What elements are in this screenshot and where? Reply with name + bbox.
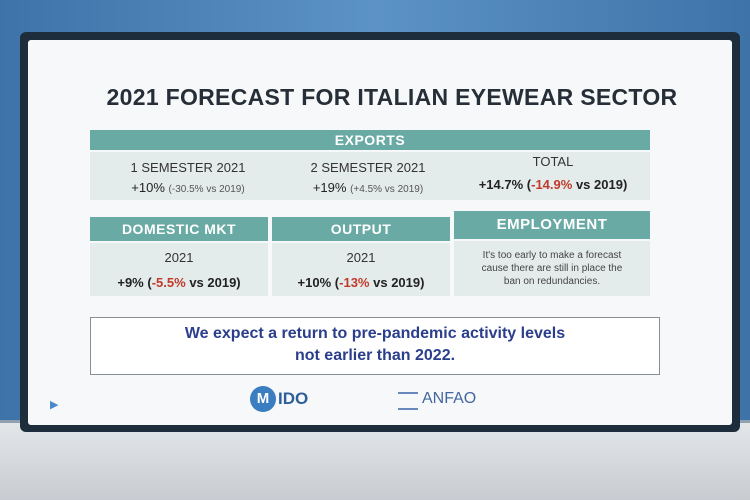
domestic-open: ( <box>147 275 152 290</box>
output-number: +10% <box>297 275 332 290</box>
domestic-header: DOMESTIC MKT <box>90 217 268 241</box>
exports-sem2-note: (+4.5% vs 2019) <box>350 184 424 195</box>
domestic-panel <box>90 243 268 296</box>
employment-note-line2: cause there are still in place the <box>481 263 623 274</box>
employment-note-line3: ban on redundancies. <box>503 276 601 287</box>
exports-sem1-number: +10% <box>131 180 165 195</box>
play-icon[interactable]: ▶ <box>50 399 59 411</box>
output-change: -13% <box>339 275 370 290</box>
expectation-line1: We expect a return to pre-pandemic activ… <box>184 325 566 342</box>
output-header-label: OUTPUT <box>330 221 392 237</box>
domestic-header-label: DOMESTIC MKT <box>121 221 237 237</box>
output-note: vs 2019) <box>373 275 425 290</box>
exports-sem2-label: 2 SEMESTER 2021 <box>310 160 426 175</box>
mido-logo-text: IDO <box>278 389 309 408</box>
expectation-line2: not earlier than 2022. <box>294 347 456 364</box>
anfao-logo-text: ANFAO <box>422 390 477 407</box>
presentation-slide: 2021 FORECAST FOR ITALIAN EYEWEAR SECTOR… <box>28 40 732 425</box>
exports-total-number: +14.7% <box>478 177 524 192</box>
employment-panel <box>454 241 650 296</box>
employment-header: EMPLOYMENT <box>454 211 650 239</box>
exports-sem1-note: (-30.5% vs 2019) <box>168 184 245 195</box>
domestic-note: vs 2019) <box>189 275 241 290</box>
anfao-logo: ANFAO <box>398 390 477 410</box>
output-open: ( <box>334 275 340 290</box>
exports-header-label: EXPORTS <box>334 132 406 148</box>
studio-floor <box>0 420 750 500</box>
domestic-value: +9% (-5.5% vs 2019) <box>90 275 268 290</box>
domestic-number: +9% <box>117 275 144 290</box>
exports-sem1-value: +10% (-30.5% vs 2019) <box>98 180 278 195</box>
exports-total-open: ( <box>526 177 532 192</box>
output-panel <box>272 243 450 296</box>
output-value: +10% (-13% vs 2019) <box>272 275 450 290</box>
exports-panel <box>90 152 650 200</box>
exports-sem1-label: 1 SEMESTER 2021 <box>130 160 246 175</box>
output-header: OUTPUT <box>272 217 450 241</box>
mido-logo-mark: M <box>250 386 276 412</box>
exports-sem2-value: +19% (+4.5% vs 2019) <box>278 180 458 195</box>
employment-header-label: EMPLOYMENT <box>496 216 608 233</box>
slide-title: 2021 FORECAST FOR ITALIAN EYEWEAR SECTOR <box>106 84 678 110</box>
anfao-logo-mark <box>398 390 420 410</box>
exports-total-value: +14.7% (-14.9% vs 2019) <box>458 177 648 192</box>
exports-total-change: -14.9% <box>531 177 573 192</box>
expectation-box: We expect a return to pre-pandemic activ… <box>90 317 660 375</box>
exports-total-label: TOTAL <box>532 154 574 169</box>
domestic-change: -5.5% <box>151 275 186 290</box>
exports-sem2-number: +19% <box>312 180 347 195</box>
output-year: 2021 <box>346 250 376 265</box>
exports-header: EXPORTS <box>90 130 650 150</box>
employment-note-line1: It's too early to make a forecast <box>482 250 622 261</box>
domestic-year: 2021 <box>164 250 194 265</box>
exports-total-note: vs 2019) <box>575 177 628 192</box>
employment-note: It's too early to make a forecast cause … <box>454 249 650 288</box>
mido-logo: M IDO <box>250 386 308 412</box>
